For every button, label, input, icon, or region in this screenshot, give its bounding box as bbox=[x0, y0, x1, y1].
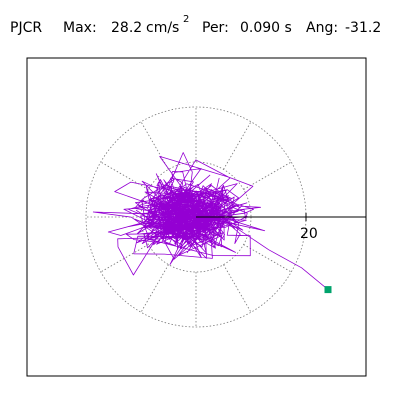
max-unit: cm/s bbox=[146, 20, 180, 36]
ring-label: 20 bbox=[300, 226, 318, 242]
motion-trace-layer bbox=[92, 152, 329, 290]
grid-spoke bbox=[223, 121, 252, 170]
overlay-layer bbox=[196, 213, 366, 294]
grid-spoke bbox=[243, 161, 292, 190]
motion-trace bbox=[92, 152, 329, 290]
station-code: PJCR bbox=[10, 20, 43, 36]
max-label: Max: bbox=[63, 20, 97, 36]
grid-spoke bbox=[223, 264, 252, 313]
period-label: Per: bbox=[202, 20, 229, 36]
end-marker bbox=[324, 286, 332, 294]
max-unit-exponent: 2 bbox=[183, 14, 190, 25]
angle-value: -31.2 bbox=[345, 20, 382, 36]
grid-spoke bbox=[100, 244, 149, 273]
grid-spoke bbox=[140, 264, 169, 313]
grid-spoke bbox=[140, 121, 169, 170]
grid-spoke bbox=[243, 244, 292, 273]
angle-label: Ang: bbox=[306, 20, 339, 36]
max-value: 28.2 bbox=[111, 20, 143, 36]
plot-header: PJCR Max: 28.2 cm/s 2 Per: 0.090 s Ang: … bbox=[0, 0, 400, 42]
grid-spoke bbox=[100, 161, 149, 190]
period-value: 0.090 s bbox=[240, 20, 292, 36]
